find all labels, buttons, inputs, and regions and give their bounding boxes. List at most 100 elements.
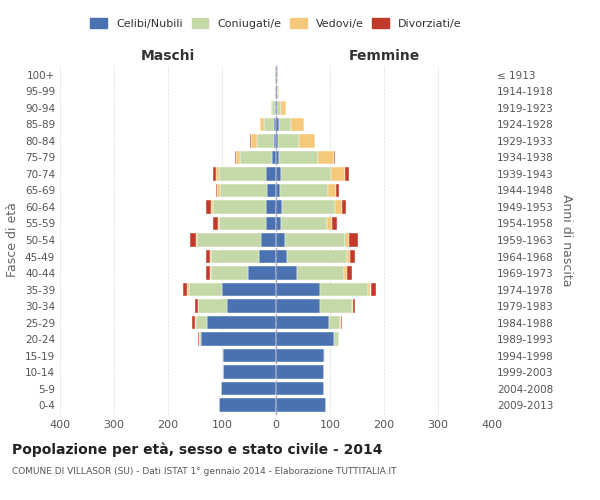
Bar — [260, 118, 264, 131]
Bar — [220, 184, 268, 197]
Bar — [219, 167, 266, 180]
Bar — [352, 300, 353, 313]
Text: Popolazione per età, sesso e stato civile - 2014: Popolazione per età, sesso e stato civil… — [12, 442, 383, 457]
Bar — [281, 216, 328, 230]
Bar — [236, 150, 241, 164]
Bar — [268, 184, 276, 197]
Bar — [340, 316, 341, 330]
Bar — [277, 84, 278, 98]
Bar — [276, 167, 281, 180]
Bar — [235, 150, 236, 164]
Bar — [280, 184, 328, 197]
Bar — [219, 216, 266, 230]
Bar — [349, 233, 358, 247]
Bar — [328, 184, 336, 197]
Y-axis label: Fasce di età: Fasce di età — [7, 202, 19, 278]
Bar — [206, 200, 211, 214]
Text: COMUNE DI VILLASOR (SU) - Dati ISTAT 1° gennaio 2014 - Elaborazione TUTTITALIA.I: COMUNE DI VILLASOR (SU) - Dati ISTAT 1° … — [12, 468, 397, 476]
Bar — [277, 101, 281, 114]
Text: Maschi: Maschi — [141, 50, 195, 64]
Bar — [241, 150, 272, 164]
Bar — [276, 150, 279, 164]
Bar — [281, 101, 286, 114]
Bar — [318, 150, 334, 164]
Bar — [334, 332, 338, 346]
Bar — [248, 266, 276, 280]
Bar — [299, 134, 315, 147]
Bar — [272, 101, 275, 114]
Bar — [276, 216, 281, 230]
Bar — [347, 266, 352, 280]
Bar — [331, 167, 344, 180]
Text: Femmine: Femmine — [349, 50, 419, 64]
Bar — [272, 150, 276, 164]
Bar — [196, 233, 197, 247]
Bar — [279, 150, 318, 164]
Bar — [341, 316, 342, 330]
Bar — [271, 101, 272, 114]
Bar — [290, 118, 304, 131]
Bar — [276, 349, 323, 362]
Bar — [195, 316, 196, 330]
Bar — [266, 216, 276, 230]
Bar — [266, 167, 276, 180]
Bar — [320, 283, 368, 296]
Bar — [266, 200, 276, 214]
Bar — [251, 134, 257, 147]
Bar — [323, 349, 325, 362]
Bar — [187, 283, 188, 296]
Bar — [217, 184, 220, 197]
Bar — [296, 266, 344, 280]
Bar — [335, 200, 342, 214]
Bar — [276, 233, 284, 247]
Bar — [261, 233, 276, 247]
Bar — [284, 233, 345, 247]
Bar — [202, 332, 276, 346]
Bar — [222, 283, 276, 296]
Bar — [214, 216, 218, 230]
Bar — [276, 332, 334, 346]
Bar — [206, 250, 210, 264]
Bar — [274, 134, 276, 147]
Bar — [196, 316, 207, 330]
Bar — [220, 398, 276, 412]
Bar — [320, 300, 352, 313]
Bar — [259, 250, 276, 264]
Bar — [353, 300, 355, 313]
Bar — [332, 216, 337, 230]
Bar — [276, 382, 323, 396]
Bar — [211, 250, 259, 264]
Bar — [275, 101, 276, 114]
Bar — [223, 349, 276, 362]
Bar — [222, 349, 223, 362]
Bar — [276, 134, 278, 147]
Bar — [336, 184, 338, 197]
Bar — [350, 250, 355, 264]
Bar — [214, 167, 216, 180]
Bar — [193, 316, 195, 330]
Bar — [183, 283, 187, 296]
Bar — [188, 283, 222, 296]
Legend: Celibi/Nubili, Coniugati/e, Vedovi/e, Divorziati/e: Celibi/Nubili, Coniugati/e, Vedovi/e, Di… — [87, 14, 465, 32]
Bar — [328, 216, 332, 230]
Bar — [276, 101, 277, 114]
Bar — [250, 134, 251, 147]
Bar — [276, 366, 323, 379]
Bar — [276, 200, 283, 214]
Y-axis label: Anni di nascita: Anni di nascita — [560, 194, 573, 286]
Bar — [197, 233, 261, 247]
Bar — [281, 167, 331, 180]
Bar — [278, 118, 290, 131]
Bar — [207, 316, 276, 330]
Bar — [216, 167, 219, 180]
Bar — [215, 184, 217, 197]
Bar — [257, 134, 274, 147]
Bar — [276, 118, 278, 131]
Bar — [211, 200, 214, 214]
Bar — [368, 283, 370, 296]
Bar — [221, 382, 276, 396]
Bar — [345, 233, 349, 247]
Bar — [227, 300, 276, 313]
Bar — [210, 250, 211, 264]
Bar — [371, 283, 376, 296]
